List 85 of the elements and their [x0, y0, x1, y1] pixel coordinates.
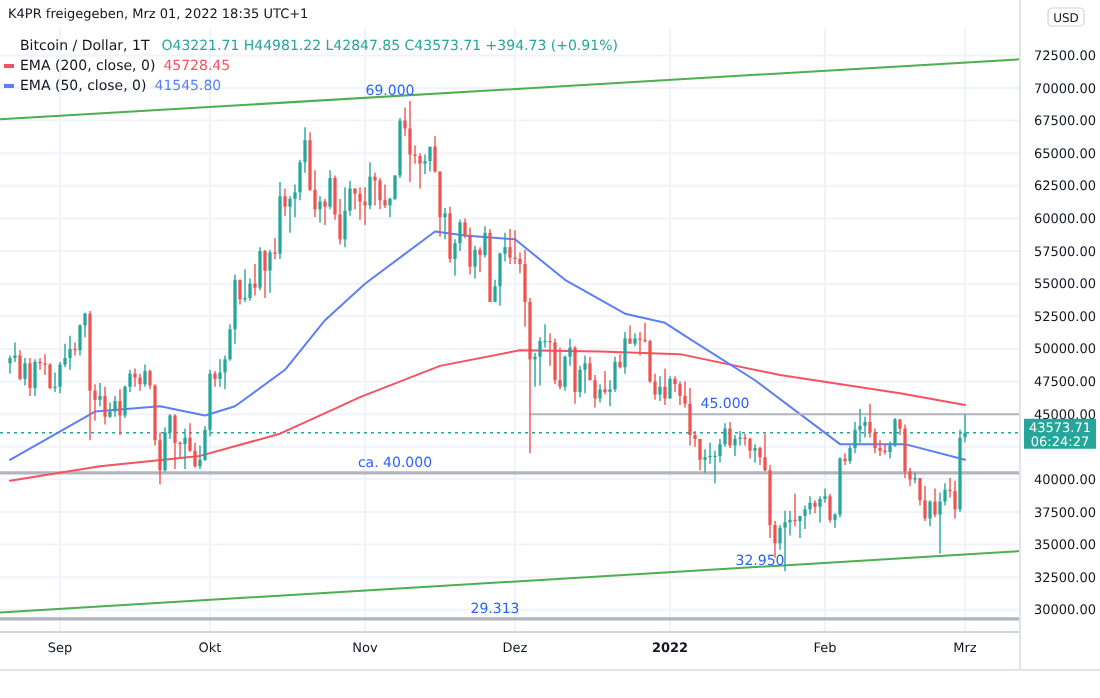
candlestick [418, 152, 422, 190]
candlestick [663, 367, 667, 406]
candlestick [818, 495, 822, 524]
candlestick [813, 499, 817, 514]
candlestick [323, 198, 327, 226]
candlestick [468, 226, 472, 276]
candlestick [48, 362, 52, 391]
candlestick [478, 246, 482, 273]
candlestick [33, 358, 37, 397]
candlestick [38, 357, 42, 371]
candlestick [118, 388, 122, 436]
candlestick [98, 382, 102, 408]
candlestick [18, 349, 22, 381]
candlestick [273, 237, 277, 260]
candlestick [248, 277, 252, 302]
candlestick [843, 452, 847, 466]
candlestick [408, 100, 412, 183]
candlestick [68, 335, 72, 371]
candlestick [318, 195, 322, 224]
candlestick [558, 346, 562, 391]
candlestick [428, 146, 432, 173]
candlestick [883, 443, 887, 456]
candlestick [103, 386, 107, 426]
candlestick [753, 443, 757, 464]
candlestick [263, 249, 267, 299]
candlestick [903, 423, 907, 479]
line-series [9, 349, 966, 482]
candlestick [628, 324, 632, 345]
candlestick [448, 206, 452, 264]
candlestick [483, 225, 487, 259]
candlestick [328, 169, 332, 211]
candlestick [793, 493, 797, 528]
candlestick [268, 249, 272, 294]
candlestick [508, 228, 512, 265]
candlestick [343, 186, 347, 248]
candlestick [113, 395, 117, 418]
candlestick [443, 207, 447, 241]
candlestick [73, 341, 77, 357]
candlestick [253, 263, 257, 297]
candlestick [213, 370, 217, 388]
candlestick [928, 499, 932, 528]
candlestick [383, 183, 387, 209]
candlestick [218, 358, 222, 388]
candlestick [618, 353, 622, 370]
candlestick [623, 331, 627, 375]
candlestick [783, 509, 787, 573]
candlestick [603, 370, 607, 396]
candlestick [28, 357, 32, 397]
candlestick [513, 229, 517, 265]
candlestick [698, 438, 702, 471]
candlestick [923, 485, 927, 522]
candlestick [553, 337, 557, 385]
candlestick [748, 436, 752, 460]
candlestick [358, 186, 362, 221]
candlestick [678, 380, 682, 406]
candlestick [423, 153, 427, 175]
candlestick [243, 268, 247, 303]
candlestick [283, 187, 287, 217]
candlestick [828, 493, 832, 524]
candlestick [688, 387, 692, 447]
candlestick [368, 161, 372, 211]
candlestick [658, 375, 662, 402]
candlestick [598, 383, 602, 404]
candlestick [133, 367, 137, 388]
candlestick [238, 279, 242, 306]
candlestick [258, 246, 262, 291]
candlestick [638, 331, 642, 357]
candlestick [108, 401, 112, 419]
candlestick [953, 479, 957, 520]
candlestick [378, 177, 382, 211]
candlestick [473, 245, 477, 280]
candlestick [913, 472, 917, 484]
candlestick [138, 373, 142, 392]
candlestick [703, 448, 707, 474]
candlestick [573, 345, 577, 405]
candlestick [363, 186, 367, 226]
candlestick [583, 354, 587, 394]
candlestick [938, 491, 942, 555]
candlestick [23, 357, 27, 387]
candlestick [173, 413, 177, 470]
candlestick [933, 487, 937, 518]
candlestick [143, 363, 147, 388]
candlestick [803, 504, 807, 530]
candlestick [373, 172, 377, 207]
candlestick [728, 421, 732, 449]
